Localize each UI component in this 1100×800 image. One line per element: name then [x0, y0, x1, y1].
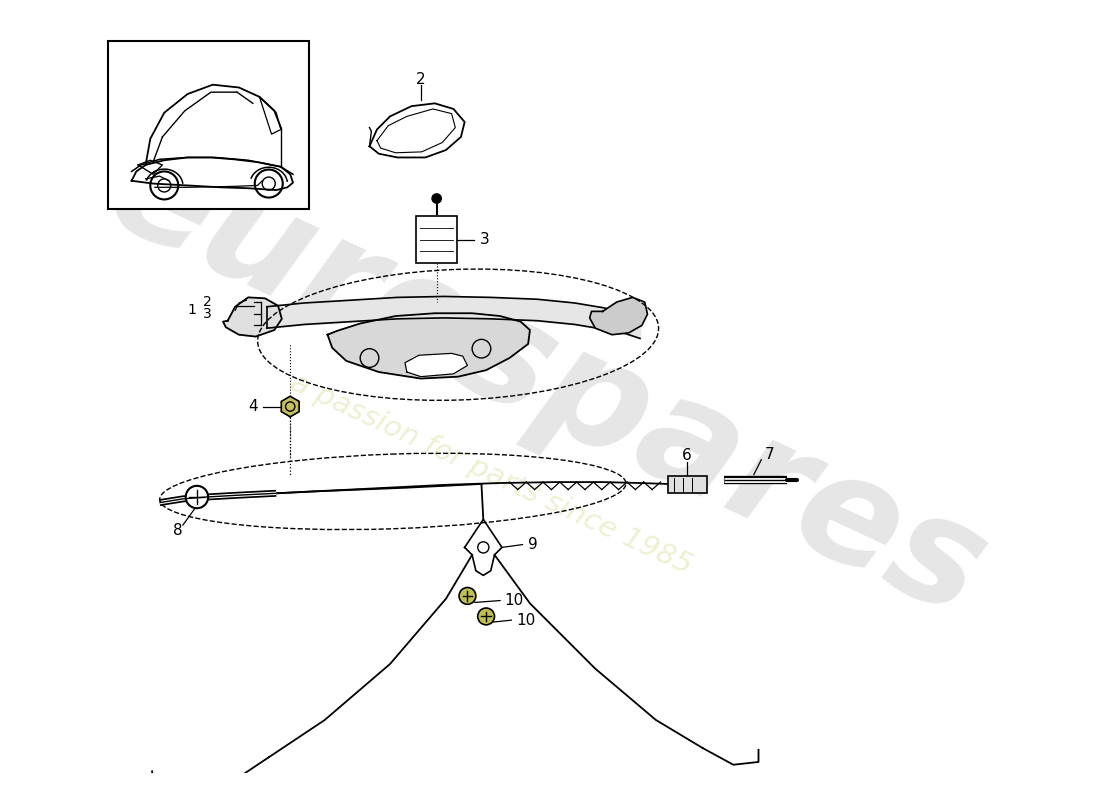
- Text: 3: 3: [480, 232, 490, 247]
- Circle shape: [477, 608, 495, 625]
- Text: 3: 3: [202, 307, 211, 321]
- Polygon shape: [370, 103, 464, 158]
- Circle shape: [432, 194, 441, 203]
- Bar: [668, 477, 707, 494]
- Polygon shape: [405, 354, 468, 377]
- Polygon shape: [328, 314, 530, 378]
- Circle shape: [186, 486, 208, 508]
- Polygon shape: [590, 298, 648, 334]
- Text: 7: 7: [764, 446, 774, 462]
- Polygon shape: [464, 519, 502, 575]
- Text: 9: 9: [528, 537, 538, 552]
- Bar: [416, 216, 458, 263]
- Text: 8: 8: [174, 523, 183, 538]
- Text: 2: 2: [202, 295, 211, 309]
- Text: 2: 2: [416, 71, 426, 86]
- Polygon shape: [132, 158, 293, 190]
- Text: 6: 6: [682, 449, 692, 463]
- Polygon shape: [282, 396, 299, 417]
- Polygon shape: [223, 298, 282, 337]
- Text: 10: 10: [516, 613, 536, 628]
- Text: 1: 1: [187, 302, 196, 317]
- Circle shape: [459, 587, 476, 604]
- Text: a passion for parts since 1985: a passion for parts since 1985: [286, 369, 696, 580]
- Bar: [108, 41, 309, 209]
- Text: eurospares: eurospares: [86, 115, 1008, 647]
- Text: 10: 10: [505, 593, 524, 608]
- Text: 4: 4: [248, 399, 257, 414]
